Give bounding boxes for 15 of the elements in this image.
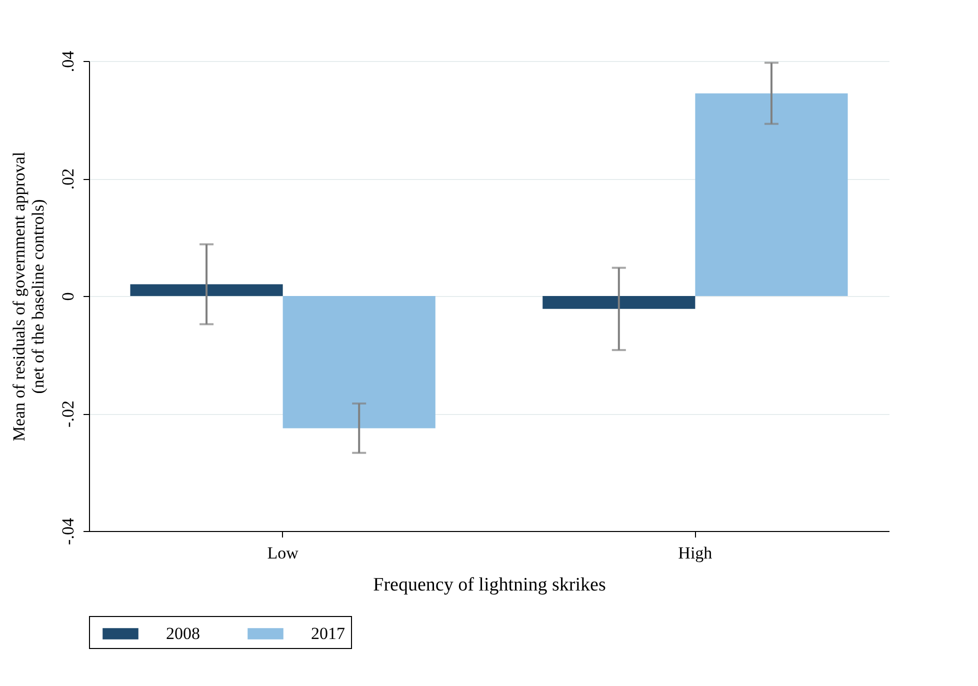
legend-label: 2008: [166, 624, 200, 643]
x-axis-title: Frequency of lightning skrikes: [373, 574, 606, 596]
bar: [542, 296, 696, 309]
y-tick-label: -.02: [58, 400, 78, 428]
y-axis-title: Mean of residuals of government approval (net of the baseline controls): [10, 152, 48, 442]
y-tick-label: .02: [58, 168, 78, 190]
bar: [695, 93, 848, 296]
x-tick-label: High: [678, 544, 713, 562]
y-tick-label: 0: [58, 292, 78, 301]
y-tick-label: .04: [58, 50, 78, 72]
bar: [130, 284, 283, 296]
legend-label: 2017: [311, 624, 346, 643]
y-tick-label: -.04: [58, 518, 78, 545]
bar: [282, 296, 436, 428]
x-tick-label: Low: [267, 544, 300, 562]
